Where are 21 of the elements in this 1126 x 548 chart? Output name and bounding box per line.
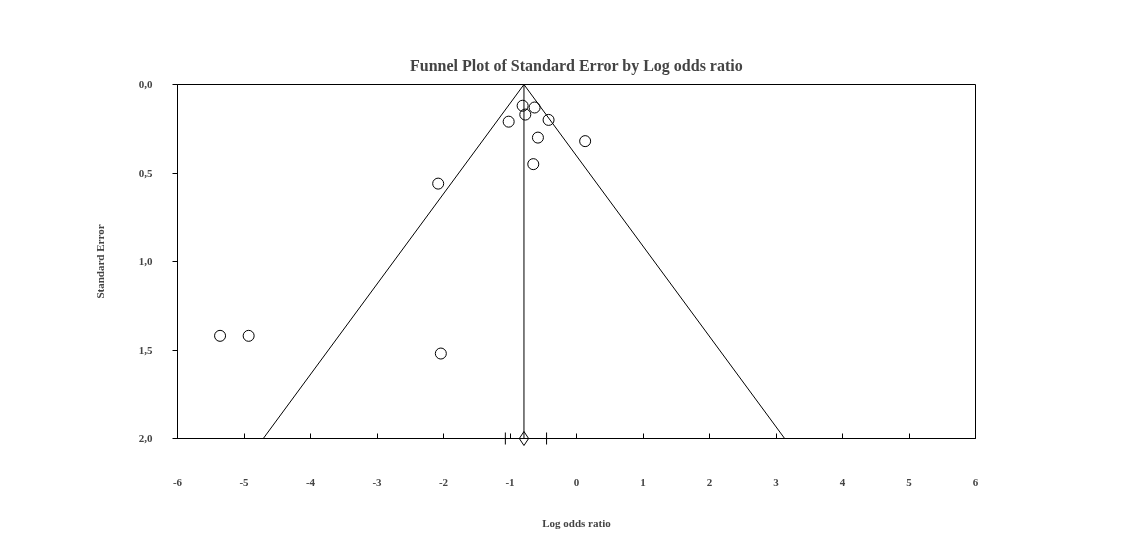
x-tick-label: -5 <box>239 475 250 488</box>
x-tick-label: -4 <box>305 475 316 488</box>
x-tick-label: 3 <box>773 475 780 488</box>
y-tick-label: 0,0 <box>138 78 153 90</box>
x-tick-label: -2 <box>438 475 449 488</box>
x-axis-title: Log odds ratio <box>542 516 612 529</box>
y-tick-label: 1,0 <box>138 255 153 267</box>
x-tick-label: 1 <box>640 475 646 488</box>
x-tick-label: 5 <box>906 475 913 488</box>
x-tick-label: 2 <box>706 475 713 488</box>
x-tick-label: 6 <box>972 475 979 488</box>
chart-title: Funnel Plot of Standard Error by Log odds ratio <box>409 56 743 75</box>
y-tick-label: 0,5 <box>138 166 153 179</box>
y-axis-title: Standard Error <box>93 224 106 299</box>
x-tick-label: -1 <box>505 475 515 488</box>
x-tick-label: -3 <box>372 475 383 488</box>
x-tick-label: -6 <box>172 475 183 488</box>
y-tick-label: 1,5 <box>138 343 153 356</box>
y-tick-label: 2,0 <box>138 432 153 444</box>
x-tick-label: 4 <box>839 475 846 488</box>
x-tick-label: 0 <box>573 475 580 488</box>
